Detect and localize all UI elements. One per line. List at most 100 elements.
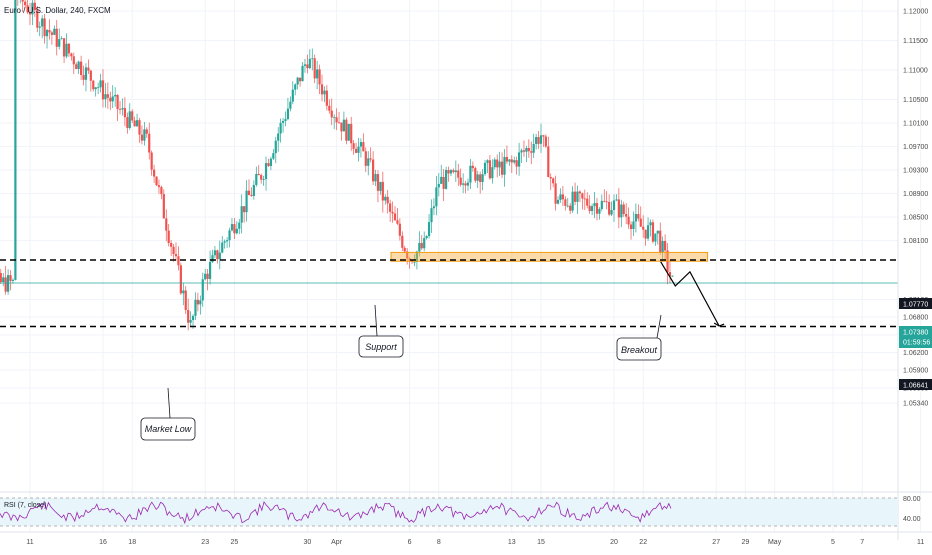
candle-body <box>486 160 489 163</box>
current-price-label: 1.07380 <box>903 330 928 337</box>
candle-body <box>301 65 304 82</box>
candle-body <box>148 133 151 153</box>
candle-body <box>101 80 105 100</box>
candle-body <box>84 67 88 80</box>
candle-body <box>279 122 282 134</box>
price-tick-label: 1.10100 <box>903 120 928 127</box>
candle-body <box>440 176 443 184</box>
candle-body <box>238 222 241 229</box>
candle-body <box>255 173 258 185</box>
candle-body <box>60 38 63 40</box>
candle-body <box>532 143 535 153</box>
candle-body <box>615 199 618 201</box>
candle-body <box>595 203 599 214</box>
date-tick-label: Apr <box>331 539 343 546</box>
candle-body <box>496 159 499 168</box>
candle-body <box>31 2 34 15</box>
candle-body <box>123 108 126 118</box>
candle-body <box>204 273 207 280</box>
candle-body <box>311 58 314 60</box>
candle-body <box>646 225 650 239</box>
support-callout: Support <box>358 304 404 358</box>
price-tick-label: 1.09700 <box>903 144 928 151</box>
candle-body <box>308 58 311 69</box>
support-callout-pointer <box>374 304 378 337</box>
candle-body <box>257 173 260 176</box>
candle-body <box>26 5 29 13</box>
target-price-label: 1.06641 <box>903 383 928 390</box>
candle-body <box>299 77 302 82</box>
candle-body <box>583 198 586 200</box>
market-low-callout-pointer <box>167 387 171 419</box>
candle-body <box>325 90 328 106</box>
date-tick-label: 20 <box>610 539 618 546</box>
date-tick-label: 15 <box>537 539 545 546</box>
candle-body <box>140 134 144 141</box>
candle-body <box>432 206 436 209</box>
candle-body <box>622 204 625 214</box>
candle-body <box>221 242 224 253</box>
candle-body <box>488 160 491 179</box>
candle-body <box>415 251 418 262</box>
date-tick-label: 6 <box>408 539 412 546</box>
candle-body <box>637 214 640 219</box>
price-tick-label: 1.08100 <box>903 238 928 245</box>
price-tick-label: 1.08900 <box>903 191 928 198</box>
market-low-callout: Market Low <box>140 387 196 441</box>
candle-body <box>654 233 657 242</box>
candle-body <box>333 117 336 119</box>
candle-body <box>367 158 370 166</box>
candle-body <box>620 204 623 218</box>
candle-body <box>126 117 129 128</box>
candle-body <box>556 199 560 204</box>
candle-body <box>369 158 372 160</box>
candle-body <box>143 129 146 141</box>
candle-body <box>544 136 547 147</box>
rsi-pane[interactable]: RSI (7, close) 80.00 40.00 <box>0 491 932 527</box>
candle-body <box>116 95 119 110</box>
candle-body <box>374 174 377 182</box>
candle-body <box>9 275 12 281</box>
candle-body <box>11 279 15 281</box>
candle-body <box>539 135 543 144</box>
candle-body <box>435 187 438 207</box>
candle-body <box>530 151 533 153</box>
candle-body <box>515 160 518 167</box>
candle-body <box>634 214 637 222</box>
candle-body <box>525 147 528 152</box>
candle-body <box>201 279 204 301</box>
price-tick-label: 1.05900 <box>903 368 928 375</box>
support-callout-box <box>358 335 404 358</box>
candle-body <box>542 135 545 137</box>
projection-path <box>660 261 720 327</box>
price-tick-label: 1.08500 <box>903 215 928 222</box>
candle-body <box>199 300 202 305</box>
candle-body <box>43 18 46 37</box>
candle-body <box>33 2 36 11</box>
candle-body <box>350 123 353 144</box>
candle-body <box>24 1 27 6</box>
time-axis[interactable]: 11 16 18 23 25 30 Apr 6 8 13 15 20 22 27 29 May 5 7 11 <box>0 531 932 546</box>
candle-body <box>335 117 338 123</box>
candle-body <box>393 213 397 221</box>
candle-body <box>384 196 387 201</box>
candle-body <box>591 206 594 212</box>
candle-body <box>262 179 265 180</box>
candle-body <box>659 230 662 253</box>
date-tick-label: 5 <box>831 539 835 546</box>
candle-body <box>133 120 136 127</box>
candle-body <box>70 53 73 57</box>
date-tick-label: 11 <box>917 539 924 546</box>
candle-body <box>481 174 484 182</box>
candle-body <box>145 129 148 134</box>
candle-body <box>267 163 270 167</box>
candle-body <box>610 210 613 215</box>
candle-body <box>111 96 114 102</box>
candle-body <box>194 299 197 316</box>
candle-body <box>75 64 78 69</box>
candle-body <box>21 0 24 2</box>
candle-body <box>559 194 562 200</box>
candle-body <box>352 143 355 149</box>
